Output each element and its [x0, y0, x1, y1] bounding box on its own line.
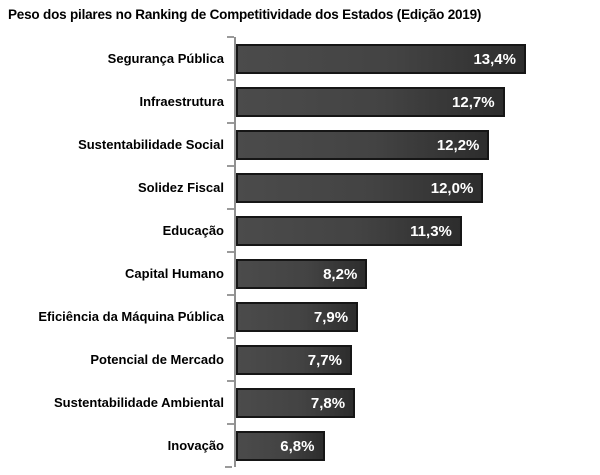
- bar-row: Sustentabilidade Ambiental 7,8%: [0, 380, 600, 424]
- category-label: Capital Humano: [125, 266, 224, 281]
- category-label: Infraestrutura: [139, 94, 224, 109]
- category-label: Sustentabilidade Ambiental: [54, 395, 224, 410]
- chart-title: Peso dos pilares no Ranking de Competiti…: [8, 7, 482, 22]
- axis-tick: [225, 466, 232, 468]
- bar-row: Educação 11,3%: [0, 208, 600, 252]
- plot-area-row: 7,9%: [227, 294, 600, 338]
- plot-area-row: 7,8%: [227, 380, 600, 424]
- value-label: 12,7%: [452, 93, 495, 111]
- plot-area-row: 12,0%: [227, 165, 600, 209]
- plot-area-row: 11,3%: [227, 208, 600, 252]
- value-label: 7,9%: [313, 308, 349, 326]
- plot-area-row: 12,2%: [227, 122, 600, 166]
- value-label: 11,3%: [410, 222, 452, 240]
- bar-row: Capital Humano 8,2%: [0, 251, 600, 295]
- axis-tick: [227, 294, 234, 296]
- value-label: 7,8%: [310, 394, 346, 412]
- plot-area-row: 6,8%: [227, 423, 600, 467]
- bar: 6,8%: [236, 431, 325, 461]
- bar-row: Inovação 6,8%: [0, 423, 600, 467]
- value-label: 12,0%: [430, 179, 474, 197]
- bar: 12,7%: [236, 87, 505, 117]
- category-label: Potencial de Mercado: [90, 352, 224, 367]
- bar: 11,3%: [236, 216, 462, 246]
- axis-tick: [227, 122, 234, 124]
- plot-area-row: 8,2%: [227, 251, 600, 295]
- axis-tick: [227, 337, 234, 339]
- bar: 13,4%: [236, 44, 526, 74]
- bar-chart: Segurança Pública 13,4% Infraestrutura 1…: [0, 36, 600, 468]
- bar: 12,2%: [236, 130, 490, 160]
- axis-tick: [227, 36, 234, 38]
- bar-row: Potencial de Mercado 7,7%: [0, 337, 600, 381]
- bar-row: Infraestrutura 12,7%: [0, 79, 600, 123]
- bar-row: Segurança Pública 13,4%: [0, 36, 600, 80]
- category-label: Solidez Fiscal: [138, 180, 224, 195]
- bar: 8,2%: [236, 259, 368, 289]
- value-label: 7,7%: [307, 351, 342, 369]
- bar: 7,9%: [236, 302, 359, 332]
- axis-tick: [227, 165, 234, 167]
- axis-tick: [227, 423, 234, 425]
- category-label: Inovação: [167, 438, 224, 453]
- plot-area-row: 12,7%: [227, 79, 600, 123]
- category-label: Sustentabilidade Social: [78, 137, 224, 152]
- category-label: Eficiência da Máquina Pública: [38, 309, 224, 324]
- value-label: 6,8%: [280, 437, 315, 455]
- category-label: Educação: [162, 223, 224, 238]
- bar: 7,8%: [236, 388, 356, 418]
- value-label: 12,2%: [436, 136, 480, 154]
- bar-row: Eficiência da Máquina Pública 7,9%: [0, 294, 600, 338]
- plot-area-row: 13,4%: [227, 36, 600, 80]
- axis-tick: [227, 380, 234, 382]
- value-label: 8,2%: [323, 265, 358, 283]
- value-label: 13,4%: [473, 50, 516, 68]
- bar-row: Sustentabilidade Social 12,2%: [0, 122, 600, 166]
- bar-row: Solidez Fiscal 12,0%: [0, 165, 600, 209]
- plot-area-row: 7,7%: [227, 337, 600, 381]
- axis-tick: [227, 208, 234, 210]
- axis-tick: [227, 79, 234, 81]
- bar: 12,0%: [236, 173, 484, 203]
- axis-tick: [227, 251, 234, 253]
- bar: 7,7%: [236, 345, 352, 375]
- category-label: Segurança Pública: [107, 51, 224, 66]
